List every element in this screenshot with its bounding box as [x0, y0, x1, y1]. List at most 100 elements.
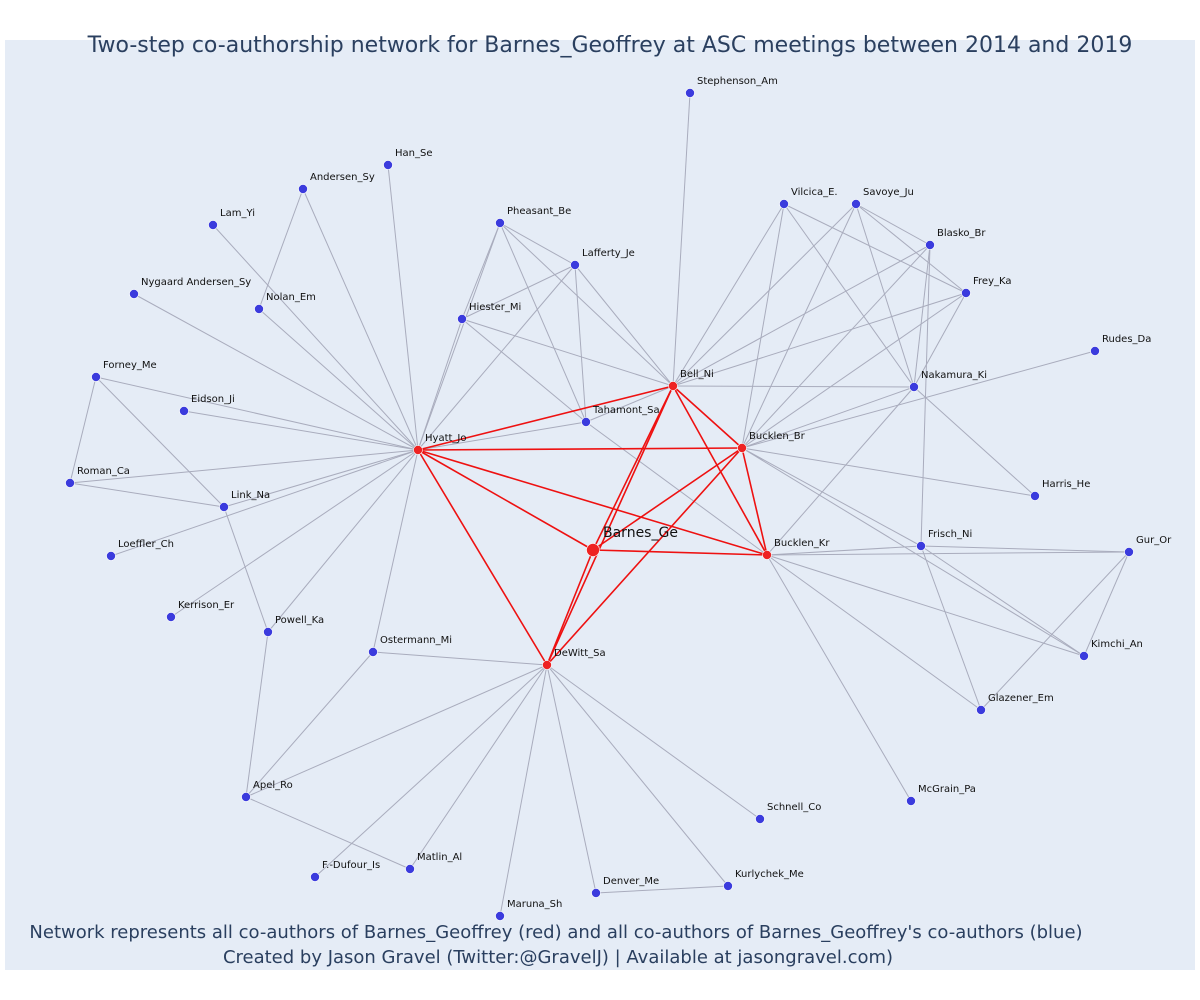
- node-lam-yi: [208, 220, 218, 230]
- edge-apel-ro-matlin-al: [245, 796, 411, 870]
- node-nolan-em: [254, 304, 264, 314]
- edge-vilcica-e-nakamura-ki: [783, 203, 915, 388]
- edge-maruna-sh-dewitt-sa: [499, 664, 548, 917]
- label-forney-me: Forney_Me: [103, 360, 157, 371]
- edge-bell-ni-bucklen-kr: [672, 385, 768, 556]
- indirect-edges: [69, 92, 1130, 917]
- edge-savoye-ju-bell-ni: [672, 203, 857, 387]
- label-roman-ca: Roman_Ca: [77, 466, 130, 477]
- edge-eidson-ji-hyatt-jo: [183, 410, 419, 451]
- edge-stephenson-am-bell-ni: [672, 92, 691, 387]
- edge-savoye-ju-nakamura-ki: [855, 203, 915, 388]
- label-mcgrain-pa: McGrain_Pa: [918, 784, 976, 795]
- edge-powell-ka-hyatt-jo: [267, 449, 419, 633]
- label-nakamura-ki: Nakamura_Ki: [921, 370, 987, 381]
- edge-frisch-ni-bucklen-br: [741, 447, 922, 547]
- node-loeffler-ch: [106, 551, 116, 561]
- edge-nakamura-ki-bucklen-br: [741, 386, 915, 449]
- node-hiester-mi: [457, 314, 467, 324]
- edge-han-se-hyatt-jo: [387, 164, 419, 451]
- edge-savoye-ju-frey-ka: [855, 203, 967, 294]
- edge-bucklen-br-bucklen-kr: [741, 447, 768, 556]
- edge-link-na-hyatt-jo: [223, 449, 419, 508]
- label-kurlychek-me: Kurlychek_Me: [735, 869, 804, 880]
- edge-hiester-mi-tahamont-sa: [461, 318, 587, 423]
- label-kerrison-er: Kerrison_Er: [178, 600, 235, 611]
- edge-link-na-powell-ka: [223, 506, 269, 633]
- label-kimchi-an: Kimchi_An: [1091, 639, 1143, 650]
- label-lam-yi: Lam_Yi: [220, 208, 255, 219]
- label-savoye-ju: Savoye_Ju: [863, 187, 914, 198]
- node-han-se: [383, 160, 393, 170]
- edge-gur-or-glazener-em: [980, 551, 1130, 711]
- label-nygaard-andersen-sy: Nygaard Andersen_Sy: [141, 277, 251, 288]
- label-schnell-co: Schnell_Co: [767, 802, 821, 813]
- node-glazener-em: [976, 705, 986, 715]
- edge-barnes-ge-hyatt-jo: [417, 449, 594, 551]
- edge-hyatt-jo-bucklen-kr: [417, 449, 768, 556]
- node-dewitt-sa: [542, 660, 552, 670]
- edge-hiester-mi-hyatt-jo: [417, 318, 463, 451]
- edge-frisch-ni-glazener-em: [920, 545, 982, 711]
- node-bucklen-kr: [762, 550, 772, 560]
- edge-nakamura-ki-harris-he: [913, 386, 1036, 497]
- edge-apel-ro-dewitt-sa: [245, 664, 548, 798]
- edge-barnes-ge-dewitt-sa: [546, 549, 594, 666]
- edge-lafferty-je-hiester-mi: [461, 264, 576, 320]
- label-nolan-em: Nolan_Em: [266, 292, 316, 303]
- node-roman-ca: [65, 478, 75, 488]
- edge-lafferty-je-hyatt-jo: [417, 264, 576, 451]
- edge-lafferty-je-tahamont-sa: [574, 264, 587, 423]
- edge-blasko-br-frisch-ni: [920, 244, 931, 547]
- edge-gur-or-bucklen-kr: [766, 551, 1130, 556]
- label-glazener-em: Glazener_Em: [988, 693, 1054, 704]
- edge-kurlychek-me-dewitt-sa: [546, 664, 729, 887]
- node-frisch-ni: [916, 541, 926, 551]
- label-lafferty-je: Lafferty_Je: [582, 248, 635, 259]
- node-barnes-ge: [586, 543, 600, 557]
- node-forney-me: [91, 372, 101, 382]
- label-tahamont-sa: Tahamont_Sa: [592, 405, 660, 416]
- edge-nygaard-andersen-sy-hyatt-jo: [133, 293, 419, 451]
- edge-bucklen-br-dewitt-sa: [546, 447, 743, 666]
- node-ostermann-mi: [368, 647, 378, 657]
- edge-blasko-br-bucklen-br: [741, 244, 931, 449]
- node-mcgrain-pa: [906, 796, 916, 806]
- edge-denver-me-dewitt-sa: [546, 664, 597, 894]
- edge-ostermann-mi-dewitt-sa: [372, 651, 548, 666]
- edge-forney-me-hyatt-jo: [95, 376, 419, 451]
- node-andersen-sy: [298, 184, 308, 194]
- edge-savoye-ju-blasko-br: [855, 203, 931, 246]
- node-blasko-br: [925, 240, 935, 250]
- edge-hiester-mi-bell-ni: [461, 318, 674, 387]
- node-frey-ka: [961, 288, 971, 298]
- edge-loeffler-ch-hyatt-jo: [110, 449, 419, 557]
- edge-nakamura-ki-bell-ni: [672, 385, 915, 388]
- node-kimchi-an: [1079, 651, 1089, 661]
- label-gur-or: Gur_Or: [1136, 535, 1172, 546]
- edge-hyatt-jo-bucklen-br: [417, 447, 743, 451]
- label-dewitt-sa: DeWitt_Sa: [554, 648, 606, 659]
- node-harris-he: [1030, 491, 1040, 501]
- edge-frey-ka-nakamura-ki: [913, 292, 967, 388]
- label-maruna-sh: Maruna_Sh: [507, 899, 562, 910]
- node-bucklen-br: [737, 443, 747, 453]
- label-rudes-da: Rudes_Da: [1102, 334, 1151, 345]
- node-maruna-sh: [495, 911, 505, 921]
- author-labels: Barnes_Ge Hyatt_Jo Bell_Ni Bucklen_Br Buckle…: [77, 76, 1172, 910]
- edge-schnell-co-dewitt-sa: [546, 664, 761, 820]
- edge-bell-ni-dewitt-sa: [546, 385, 674, 666]
- label-frisch-ni: Frisch_Ni: [928, 529, 972, 540]
- edge-frey-ka-bucklen-br: [741, 292, 967, 449]
- diagram-title: Two-step co-authorship network for Barne…: [87, 33, 1133, 58]
- label-blasko-br: Blasko_Br: [937, 228, 986, 239]
- edge-kimchi-an-bucklen-br: [741, 447, 1085, 657]
- direct-edges: [417, 385, 768, 666]
- edge-vilcica-e-frey-ka: [783, 203, 967, 294]
- edge-savoye-ju-bucklen-br: [741, 203, 857, 449]
- edge-kurlychek-me-denver-me: [595, 885, 729, 894]
- node-kurlychek-me: [723, 881, 733, 891]
- edge-pheasant-be-hyatt-jo: [417, 222, 501, 451]
- edge-vilcica-e-bucklen-br: [741, 203, 785, 449]
